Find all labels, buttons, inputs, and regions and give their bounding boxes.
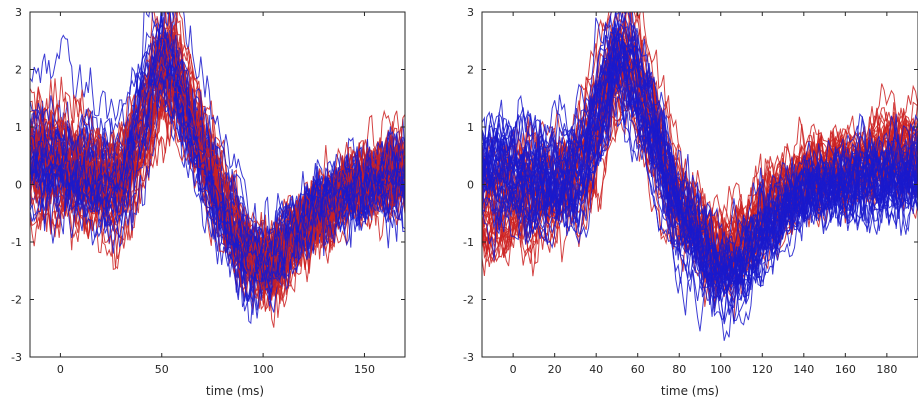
x-tick-label: 160 bbox=[835, 363, 856, 376]
x-tick-label: 80 bbox=[672, 363, 686, 376]
x-tick-label: 20 bbox=[548, 363, 562, 376]
x-tick-label: 60 bbox=[631, 363, 645, 376]
y-tick-label: 0 bbox=[467, 179, 474, 192]
y-tick-label: -3 bbox=[463, 351, 474, 364]
right-y-ticks: -3 -2 -1 0 1 2 3 bbox=[463, 6, 918, 364]
y-tick-label: 3 bbox=[467, 6, 474, 19]
y-tick-label: -2 bbox=[11, 294, 22, 307]
x-tick-label: 120 bbox=[752, 363, 773, 376]
x-tick-label: 40 bbox=[589, 363, 603, 376]
red-trace bbox=[30, 12, 405, 285]
right-traces bbox=[482, 12, 918, 341]
blue-trace bbox=[30, 12, 405, 303]
y-tick-label: 1 bbox=[15, 121, 22, 134]
blue-trace bbox=[482, 38, 918, 305]
red-trace bbox=[30, 48, 405, 285]
blue-trace bbox=[482, 12, 918, 325]
y-tick-label: 2 bbox=[467, 64, 474, 77]
x-tick-label: 0 bbox=[510, 363, 517, 376]
y-tick-label: -3 bbox=[11, 351, 22, 364]
x-tick-label: 0 bbox=[57, 363, 64, 376]
blue-trace bbox=[482, 30, 918, 305]
x-tick-label: 140 bbox=[793, 363, 814, 376]
x-tick-label: 100 bbox=[710, 363, 731, 376]
left-chart-panel: 0 50 100 150 -3 -2 -1 0 1 2 3 time (ms) bbox=[11, 6, 406, 398]
y-tick-label: 2 bbox=[15, 64, 22, 77]
left-traces bbox=[30, 12, 405, 328]
x-tick-label: 180 bbox=[876, 363, 897, 376]
y-tick-label: 0 bbox=[15, 179, 22, 192]
y-tick-label: -1 bbox=[463, 236, 474, 249]
left-x-ticks: 0 50 100 150 bbox=[57, 12, 375, 376]
y-tick-label: -1 bbox=[11, 236, 22, 249]
x-tick-label: 50 bbox=[155, 363, 169, 376]
left-y-ticks: -3 -2 -1 0 1 2 3 bbox=[11, 6, 405, 364]
y-tick-label: 1 bbox=[467, 121, 474, 134]
blue-trace bbox=[30, 34, 405, 303]
y-tick-label: -2 bbox=[463, 294, 474, 307]
right-x-axis-label: time (ms) bbox=[661, 384, 719, 398]
x-tick-label: 100 bbox=[253, 363, 274, 376]
blue-trace bbox=[482, 20, 918, 295]
left-x-axis-label: time (ms) bbox=[206, 384, 264, 398]
blue-trace bbox=[30, 73, 405, 258]
blue-trace bbox=[482, 76, 918, 287]
right-chart-panel: 0 20 40 60 80 100 120 140 160 180 -3 -2 -1 0 1 2 3 time… bbox=[463, 6, 918, 398]
x-tick-label: 150 bbox=[354, 363, 375, 376]
right-x-ticks: 0 20 40 60 80 100 120 140 160 180 bbox=[510, 12, 897, 376]
y-tick-label: 3 bbox=[15, 6, 22, 19]
